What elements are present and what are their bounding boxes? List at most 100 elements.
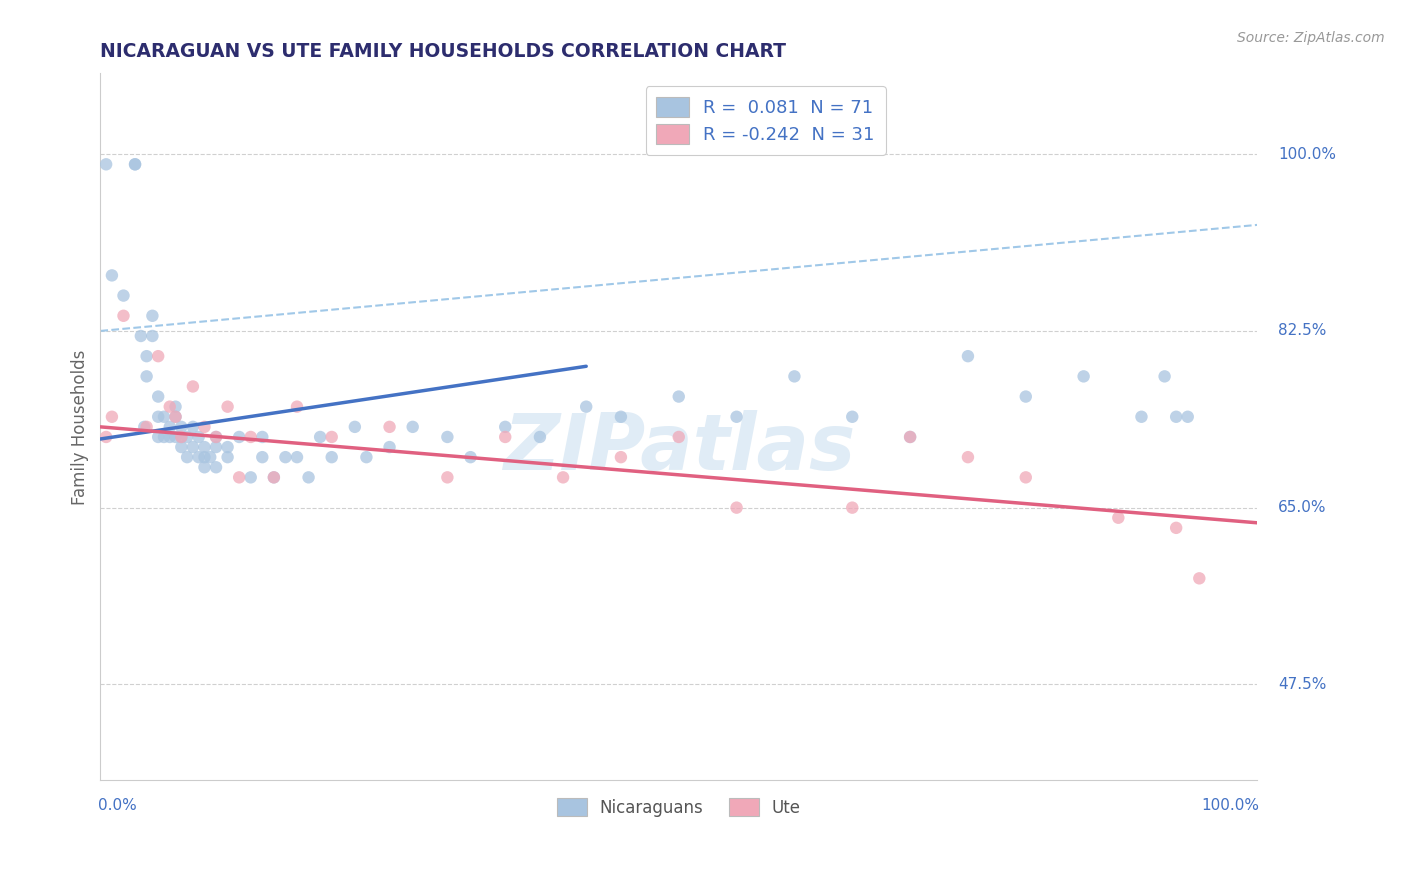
Point	[1166, 521, 1188, 535]
Point	[141, 309, 163, 323]
Point	[176, 450, 198, 465]
Point	[551, 470, 574, 484]
Point	[1166, 409, 1188, 424]
Point	[956, 349, 979, 363]
Point	[402, 420, 425, 434]
Point	[165, 400, 187, 414]
Point	[1188, 571, 1211, 585]
Point	[841, 409, 863, 424]
Point	[200, 450, 222, 465]
Text: 47.5%: 47.5%	[1278, 677, 1326, 692]
Point	[165, 430, 187, 444]
Point	[187, 430, 209, 444]
Point	[148, 349, 170, 363]
Point	[124, 157, 146, 171]
Point	[181, 440, 204, 454]
Point	[285, 400, 308, 414]
Point	[841, 500, 863, 515]
Legend: Nicaraguans, Ute: Nicaraguans, Ute	[548, 789, 810, 825]
Point	[193, 440, 215, 454]
Point	[112, 288, 135, 302]
Point	[356, 450, 378, 465]
Point	[263, 470, 285, 484]
Point	[217, 400, 239, 414]
Point	[170, 440, 193, 454]
Point	[135, 420, 157, 434]
Point	[148, 430, 170, 444]
Point	[529, 430, 551, 444]
Point	[205, 430, 228, 444]
Point	[170, 420, 193, 434]
Point	[165, 409, 187, 424]
Y-axis label: Family Households: Family Households	[72, 349, 89, 505]
Point	[725, 500, 748, 515]
Point	[159, 430, 181, 444]
Point	[1015, 390, 1038, 404]
Point	[135, 369, 157, 384]
Point	[898, 430, 921, 444]
Point	[134, 420, 156, 434]
Point	[436, 430, 458, 444]
Point	[205, 440, 228, 454]
Point	[228, 430, 250, 444]
Point	[187, 450, 209, 465]
Point	[170, 430, 193, 444]
Point	[494, 430, 516, 444]
Point	[610, 409, 633, 424]
Point	[252, 430, 274, 444]
Point	[321, 430, 343, 444]
Text: 0.0%: 0.0%	[98, 798, 136, 814]
Point	[148, 390, 170, 404]
Point	[217, 450, 239, 465]
Point	[101, 409, 124, 424]
Point	[193, 420, 215, 434]
Point	[1073, 369, 1095, 384]
Point	[141, 329, 163, 343]
Point	[159, 400, 181, 414]
Point	[239, 470, 262, 484]
Point	[112, 309, 135, 323]
Point	[1177, 409, 1199, 424]
Point	[159, 420, 181, 434]
Point	[124, 157, 146, 171]
Point	[956, 450, 979, 465]
Point	[668, 390, 690, 404]
Point	[343, 420, 366, 434]
Point	[181, 379, 204, 393]
Point	[252, 450, 274, 465]
Point	[297, 470, 319, 484]
Text: 65.0%: 65.0%	[1278, 500, 1326, 516]
Point	[321, 450, 343, 465]
Point	[668, 430, 690, 444]
Point	[228, 470, 250, 484]
Point	[575, 400, 598, 414]
Text: Source: ZipAtlas.com: Source: ZipAtlas.com	[1237, 31, 1385, 45]
Point	[205, 460, 228, 475]
Point	[309, 430, 332, 444]
Point	[378, 440, 401, 454]
Point	[783, 369, 806, 384]
Point	[460, 450, 482, 465]
Point	[725, 409, 748, 424]
Point	[153, 409, 176, 424]
Point	[153, 430, 176, 444]
Point	[101, 268, 124, 283]
Point	[135, 349, 157, 363]
Point	[94, 157, 117, 171]
Text: 82.5%: 82.5%	[1278, 324, 1326, 338]
Point	[176, 430, 198, 444]
Point	[205, 430, 228, 444]
Point	[181, 420, 204, 434]
Point	[170, 430, 193, 444]
Text: 100.0%: 100.0%	[1202, 798, 1260, 814]
Point	[274, 450, 297, 465]
Point	[129, 329, 152, 343]
Point	[217, 440, 239, 454]
Point	[148, 409, 170, 424]
Point	[165, 409, 187, 424]
Point	[1107, 510, 1129, 524]
Point	[1015, 470, 1038, 484]
Point	[610, 450, 633, 465]
Point	[263, 470, 285, 484]
Point	[1153, 369, 1175, 384]
